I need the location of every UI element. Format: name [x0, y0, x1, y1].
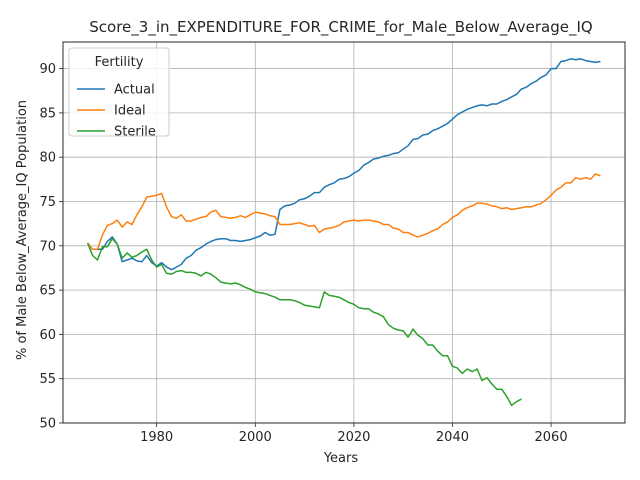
x-axis: 1980 2000 2020 2040 2060 [140, 423, 568, 445]
series-line-sterile [86, 237, 522, 407]
legend-label-actual: Actual [114, 83, 155, 98]
legend-box [68, 47, 170, 137]
x-tick-label: 1980 [140, 430, 173, 445]
y-tick-label: 90 [39, 62, 56, 77]
plot-frame [62, 41, 626, 424]
y-tick-label: 80 [39, 151, 56, 166]
y-tick-label: 55 [39, 372, 56, 387]
x-tick-label: 2060 [535, 430, 568, 445]
legend-label-sterile: Sterile [114, 125, 156, 140]
y-axis: 50 55 60 65 70 75 80 85 90 [39, 62, 63, 432]
y-tick-label: 85 [39, 106, 56, 121]
y-tick-label: 65 [39, 284, 56, 299]
grid-lines [63, 42, 625, 424]
legend: Fertility Actual Ideal Sterile [68, 47, 170, 140]
y-tick-label: 50 [39, 417, 56, 432]
series-layer [86, 58, 601, 407]
x-tick-label: 2000 [239, 430, 272, 445]
legend-title: Fertility [95, 55, 144, 70]
y-tick-label: 70 [39, 239, 56, 254]
x-axis-label: Years [323, 451, 359, 466]
legend-label-ideal: Ideal [114, 104, 146, 119]
x-tick-label: 2040 [436, 430, 469, 445]
y-tick-label: 75 [39, 195, 56, 210]
chart-title: Score_3_in_EXPENDITURE_FOR_CRIME_for_Mal… [89, 18, 592, 37]
x-tick-label: 2020 [337, 430, 370, 445]
series-line-ideal [87, 173, 601, 251]
series-line-actual [87, 58, 601, 271]
y-tick-label: 60 [39, 328, 56, 343]
y-axis-label: % of Male Below_Average_IQ Population [15, 100, 30, 360]
